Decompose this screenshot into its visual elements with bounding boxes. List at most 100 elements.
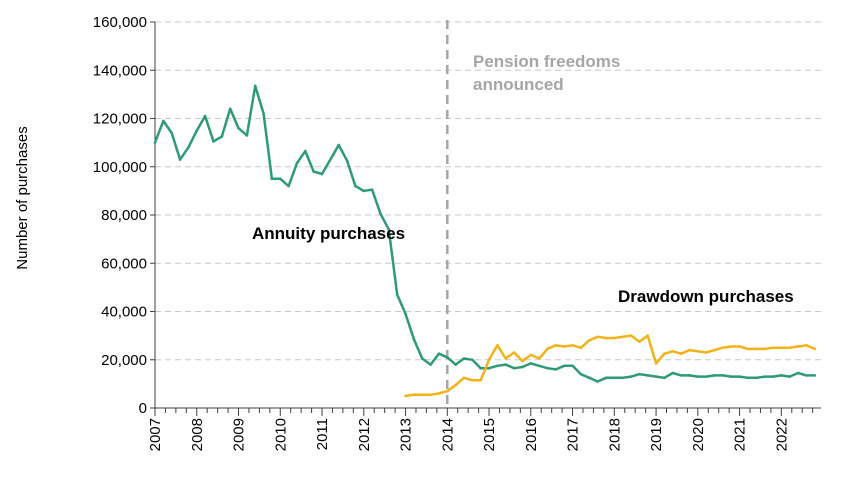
data-point <box>729 345 733 348</box>
data-point <box>713 348 716 352</box>
y-axis-title: Number of purchases <box>14 126 31 269</box>
data-point <box>420 357 424 360</box>
data-point <box>763 375 766 378</box>
data-point <box>412 393 416 397</box>
data-point <box>763 347 766 351</box>
data-point <box>721 346 725 349</box>
x-tick-label: 2011 <box>314 418 331 450</box>
data-point <box>454 383 457 387</box>
data-point <box>696 375 700 378</box>
y-tick-label: 80,000 <box>101 207 147 224</box>
data-point <box>646 374 650 377</box>
data-point <box>512 351 516 354</box>
data-point <box>796 345 800 348</box>
data-point <box>805 343 808 347</box>
data-point <box>604 376 608 380</box>
y-tick-label: 160,000 <box>93 14 147 31</box>
x-tick-label: 2021 <box>732 418 749 451</box>
data-point <box>445 389 449 393</box>
data-point <box>546 366 549 370</box>
data-point <box>496 343 499 347</box>
data-point <box>521 365 524 369</box>
data-point <box>153 141 157 144</box>
x-tick-label: 2008 <box>189 418 206 451</box>
x-tick-label: 2007 <box>147 418 164 451</box>
data-point <box>445 356 449 359</box>
data-point <box>312 170 315 173</box>
data-point <box>738 375 741 378</box>
data-point <box>704 351 708 354</box>
y-tick-label: 0 <box>139 400 147 417</box>
data-point <box>613 376 616 380</box>
data-point <box>813 374 817 377</box>
data-point <box>663 376 666 380</box>
gridlines <box>155 21 821 361</box>
y-tick-label: 40,000 <box>101 304 147 321</box>
data-point <box>671 371 675 375</box>
series-lines <box>153 84 817 398</box>
data-point <box>604 336 608 340</box>
data-point <box>587 339 591 342</box>
data-point <box>162 119 165 123</box>
data-point <box>554 343 558 347</box>
data-point <box>546 347 549 351</box>
data-point <box>646 334 650 337</box>
series-line-drawdown <box>405 334 816 398</box>
data-point <box>395 293 399 296</box>
x-tick-label: 2016 <box>523 418 540 451</box>
data-point <box>621 335 624 339</box>
event-label-line2: announced <box>473 75 564 94</box>
data-point <box>187 146 190 149</box>
data-point <box>679 374 683 377</box>
data-point <box>654 375 658 378</box>
data-point <box>404 312 407 316</box>
data-point <box>387 228 391 231</box>
x-tick-label: 2014 <box>439 418 456 451</box>
x-axis: 2007 2008 2009 2010 2011 2012 2013 2014 2015 2016… <box>147 22 821 451</box>
data-point <box>746 376 750 380</box>
data-point <box>170 131 174 135</box>
y-tick-label: 60,000 <box>101 255 147 272</box>
data-point <box>537 364 541 368</box>
data-point <box>471 358 474 362</box>
data-point <box>195 129 199 132</box>
data-point <box>813 347 817 351</box>
data-point <box>237 126 240 130</box>
data-point <box>579 346 583 349</box>
data-point <box>713 374 716 377</box>
x-tick-label: 2010 <box>272 418 289 451</box>
data-point <box>754 376 758 380</box>
data-point <box>429 393 432 397</box>
data-point <box>521 359 524 363</box>
data-point <box>788 346 791 349</box>
data-point <box>437 392 441 395</box>
data-point <box>587 376 591 380</box>
x-tick-label: 2012 <box>356 418 373 451</box>
event-label-line1: Pension freedoms <box>473 52 620 71</box>
data-point <box>562 345 566 348</box>
data-point <box>754 347 758 351</box>
data-point <box>738 345 741 348</box>
data-point <box>613 336 616 340</box>
data-point <box>178 158 182 161</box>
data-point <box>262 112 265 115</box>
series-label-drawdown: Drawdown purchases <box>618 287 794 306</box>
data-point <box>462 376 466 380</box>
data-point <box>679 352 683 356</box>
data-point <box>746 347 750 351</box>
data-point <box>688 348 691 352</box>
y-tick-label: 20,000 <box>101 352 147 369</box>
x-tick-label: 2019 <box>648 418 665 451</box>
x-tick-label: 2018 <box>606 418 623 451</box>
data-point <box>487 358 491 362</box>
data-point <box>304 149 307 153</box>
data-point <box>412 337 416 341</box>
data-point <box>437 352 441 356</box>
data-point <box>220 135 224 138</box>
data-point <box>638 372 641 376</box>
data-point <box>788 375 791 378</box>
data-point <box>621 376 624 380</box>
data-point <box>504 363 508 366</box>
data-point <box>571 364 574 368</box>
